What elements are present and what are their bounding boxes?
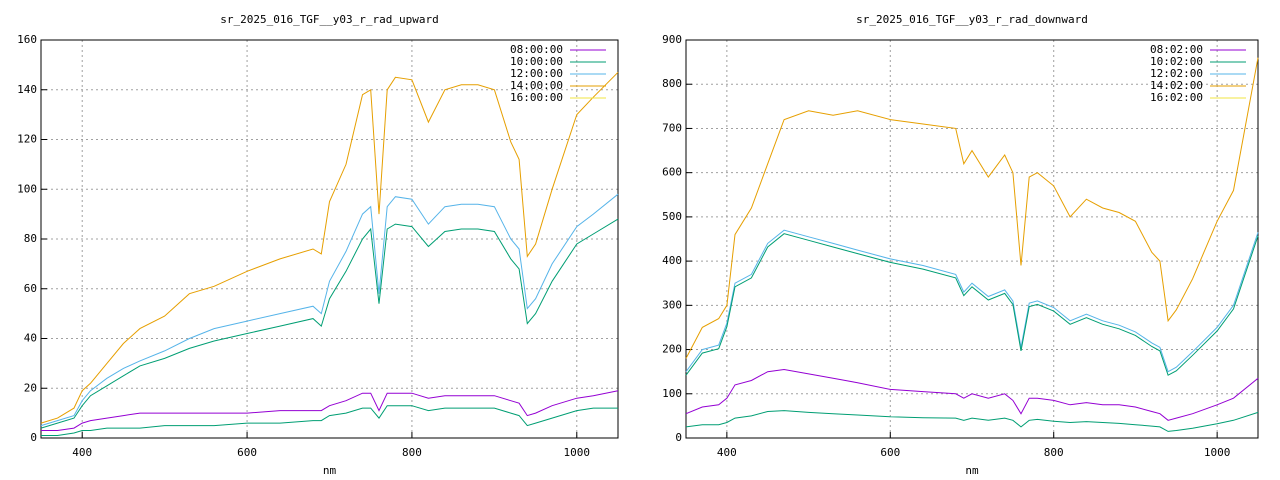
data-line bbox=[685, 233, 1259, 376]
chart-title: sr_2025_016_TGF__y03_r_rad_upward bbox=[220, 13, 439, 26]
legend-label: 16:00:00 bbox=[510, 91, 563, 104]
y-tick-label: 600 bbox=[662, 166, 682, 179]
legend-label: 10:00:00 bbox=[510, 55, 563, 68]
legend-label: 08:00:00 bbox=[510, 43, 563, 56]
legend-label: 12:02:00 bbox=[1150, 67, 1203, 80]
y-tick-label: 140 bbox=[17, 83, 37, 96]
y-tick-label: 0 bbox=[675, 431, 682, 444]
data-line bbox=[40, 193, 619, 427]
y-tick-label: 20 bbox=[24, 381, 37, 394]
x-tick-label: 800 bbox=[1044, 446, 1064, 459]
data-line bbox=[685, 410, 1259, 432]
y-tick-label: 100 bbox=[17, 182, 37, 195]
y-tick-label: 300 bbox=[662, 298, 682, 311]
y-tick-label: 500 bbox=[662, 210, 682, 223]
x-tick-label: 400 bbox=[72, 446, 92, 459]
data-line bbox=[685, 229, 1259, 373]
data-line bbox=[40, 71, 619, 424]
y-tick-label: 200 bbox=[662, 343, 682, 356]
y-tick-label: 0 bbox=[30, 431, 37, 444]
data-line bbox=[685, 368, 1259, 421]
x-tick-label: 600 bbox=[880, 446, 900, 459]
y-tick-label: 700 bbox=[662, 121, 682, 134]
y-tick-label: 160 bbox=[17, 33, 37, 46]
y-tick-label: 100 bbox=[662, 387, 682, 400]
legend-label: 08:02:00 bbox=[1150, 43, 1203, 56]
y-tick-label: 40 bbox=[24, 332, 37, 345]
data-line bbox=[41, 390, 619, 431]
x-axis-label: nm bbox=[965, 464, 979, 477]
data-line bbox=[685, 57, 1259, 359]
y-tick-label: 900 bbox=[662, 33, 682, 46]
y-tick-label: 80 bbox=[24, 232, 37, 245]
legend-label: 12:00:00 bbox=[510, 67, 563, 80]
chart-title: sr_2025_016_TGF__y03_r_rad_downward bbox=[856, 13, 1088, 26]
x-tick-label: 400 bbox=[717, 446, 737, 459]
y-tick-label: 120 bbox=[17, 133, 37, 146]
x-axis-label: nm bbox=[323, 464, 337, 477]
legend-label: 14:02:00 bbox=[1150, 79, 1203, 92]
x-tick-label: 1000 bbox=[564, 446, 591, 459]
x-tick-label: 800 bbox=[402, 446, 422, 459]
legend-label: 16:02:00 bbox=[1150, 91, 1203, 104]
y-tick-label: 800 bbox=[662, 77, 682, 90]
legend-label: 14:00:00 bbox=[510, 79, 563, 92]
legend-label: 10:02:00 bbox=[1150, 55, 1203, 68]
y-tick-label: 400 bbox=[662, 254, 682, 267]
data-line bbox=[40, 218, 619, 429]
plot-frame bbox=[685, 39, 1259, 439]
x-tick-label: 600 bbox=[237, 446, 257, 459]
y-tick-label: 60 bbox=[24, 282, 37, 295]
plot-frame bbox=[40, 39, 619, 439]
x-tick-label: 1000 bbox=[1204, 446, 1231, 459]
data-line bbox=[41, 405, 618, 436]
